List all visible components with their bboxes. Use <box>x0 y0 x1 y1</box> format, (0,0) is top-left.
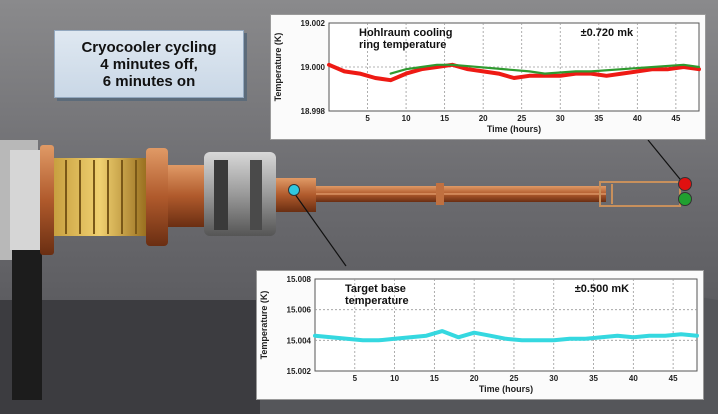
chart1-x-tick-label: 25 <box>510 374 519 383</box>
chart0-y-tick-label: 19.000 <box>301 63 326 72</box>
chart1-y-tick-label: 15.004 <box>287 336 312 345</box>
cycling-callout: Cryocooler cycling 4 minutes off, 6 minu… <box>54 30 244 98</box>
chart0-x-tick-label: 5 <box>365 114 370 123</box>
chart1-x-tick-label: 45 <box>669 374 678 383</box>
chart1-x-tick-label: 35 <box>589 374 598 383</box>
hohlraum-chart-panel: 5 10 15 20 25 30 35 40 45 18.998 19.000 19.002 Time … <box>270 14 706 140</box>
chart1-y-tick-label: 15.006 <box>287 306 312 315</box>
target-base-marker <box>288 184 300 196</box>
chart0-y-tick-label: 18.998 <box>301 107 326 116</box>
hohlraum-temperature-chart: 5 10 15 20 25 30 35 40 45 18.998 19.000 19.002 Time … <box>273 19 701 134</box>
chart1-y-axis-title: Temperature (K) <box>259 291 269 360</box>
chart1-y-tick-label: 15.002 <box>287 367 312 376</box>
chart1-x-tick-label: 40 <box>629 374 638 383</box>
chart1-series-line-0 <box>313 329 699 343</box>
callout-line-3: 6 minutes on <box>102 72 196 90</box>
chart0-x-tick-label: 45 <box>671 114 680 123</box>
chart1-x-tick-label: 30 <box>549 374 558 383</box>
chart0-annotation: ±0.720 mk <box>581 27 634 39</box>
chart1-y-tick-label: 15.008 <box>287 275 312 284</box>
cooling-ring-green-marker <box>678 192 692 206</box>
target-base-temperature-chart: 5 10 15 20 25 30 35 40 45 15.002 15.004 15.006 15.00… <box>259 275 699 394</box>
chart0-y-tick-label: 19.002 <box>301 19 326 28</box>
cooling-ring-marker <box>678 177 692 191</box>
chart1-title-line-2: temperature <box>345 295 409 307</box>
callout-line-2: 4 minutes off, <box>100 55 198 73</box>
chart0-y-axis-title: Temperature (K) <box>273 33 283 102</box>
chart1-x-tick-label: 5 <box>353 374 358 383</box>
chart1-annotation: ±0.500 mK <box>575 283 629 295</box>
chart0-x-axis-title: Time (hours) <box>487 124 541 134</box>
chart0-x-tick-label: 15 <box>440 114 449 123</box>
chart0-x-tick-label: 40 <box>633 114 642 123</box>
chart0-series-line-0 <box>327 62 701 83</box>
callout-line-1: Cryocooler cycling <box>81 38 217 56</box>
chart0-x-tick-label: 25 <box>517 114 526 123</box>
chart0-title-line-1: Hohlraum cooling <box>359 27 453 39</box>
chart1-x-tick-label: 10 <box>390 374 399 383</box>
chart1-x-tick-label: 15 <box>430 374 439 383</box>
chart0-series-line-1 <box>389 63 701 75</box>
target-base-chart-panel: 5 10 15 20 25 30 35 40 45 15.002 15.004 15.006 15.00… <box>256 270 704 400</box>
chart0-x-tick-label: 20 <box>479 114 488 123</box>
chart1-x-tick-label: 20 <box>470 374 479 383</box>
chart0-x-tick-label: 35 <box>594 114 603 123</box>
chart0-x-tick-label: 30 <box>556 114 565 123</box>
chart0-title-line-2: ring temperature <box>359 39 446 51</box>
chart1-x-axis-title: Time (hours) <box>479 384 533 394</box>
chart1-title-line-1: Target base <box>345 283 406 295</box>
chart0-x-tick-label: 10 <box>402 114 411 123</box>
